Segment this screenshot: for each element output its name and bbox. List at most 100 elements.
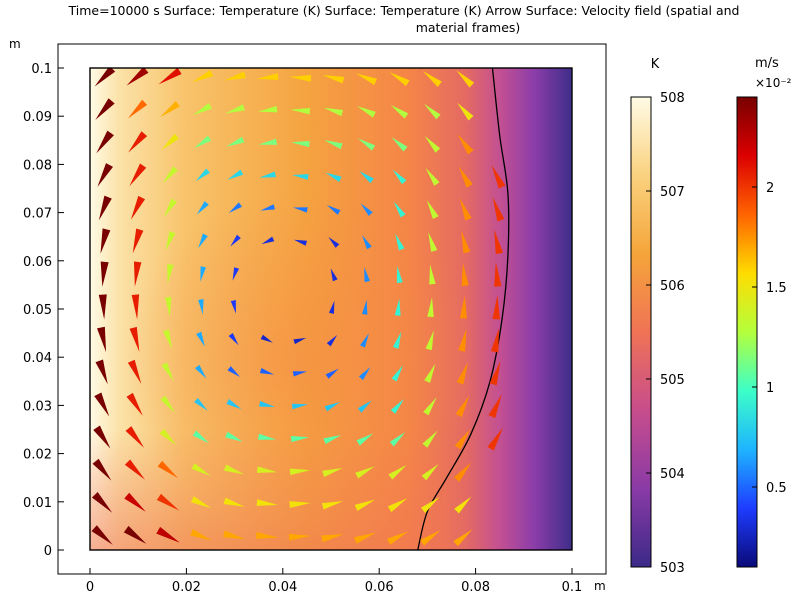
velocity-arrow <box>429 264 436 285</box>
velocity-arrow <box>123 525 147 544</box>
velocity-arrow <box>129 326 140 352</box>
velocity-arrow <box>292 174 309 180</box>
velocity-arrow <box>396 265 403 284</box>
velocity-arrow <box>100 261 109 287</box>
velocity-arrow <box>225 431 243 442</box>
velocity-arrow <box>131 294 140 320</box>
velocity-arrow <box>163 198 178 218</box>
velocity-arrow <box>487 427 503 451</box>
velocity-arrow <box>387 498 408 513</box>
temperature-tick-label: 508 <box>660 91 685 106</box>
velocity-arrow <box>128 131 148 153</box>
y-tick-label: 0.03 <box>23 399 52 414</box>
velocity-arrow <box>94 392 110 417</box>
temperature-tick-label: 505 <box>660 373 685 388</box>
velocity-arrow <box>456 70 475 88</box>
velocity-arrow <box>227 169 244 180</box>
velocity-arrow <box>192 430 210 444</box>
velocity-arrow <box>428 232 438 252</box>
velocity-arrow <box>100 228 111 254</box>
velocity-arrow <box>323 107 344 117</box>
velocity-arrow <box>260 204 276 211</box>
velocity-arrow <box>323 435 342 445</box>
velocity-arrow <box>256 499 278 506</box>
y-tick-label: 0.09 <box>23 110 52 125</box>
velocity-arrow <box>488 394 502 419</box>
x-tick-label: 0.1 <box>562 580 583 595</box>
velocity-colorbar <box>736 96 758 568</box>
velocity-arrow <box>232 267 240 281</box>
velocity-arrow <box>357 138 376 151</box>
velocity-arrow <box>160 100 180 118</box>
velocity-arrow <box>226 136 245 147</box>
velocity-arrow <box>491 165 506 189</box>
velocity-arrow <box>190 496 212 509</box>
velocity-arrow <box>390 104 409 119</box>
velocity-arrow <box>222 530 246 540</box>
velocity-arrow <box>489 361 501 386</box>
velocity-arrow <box>389 432 406 447</box>
velocity-arrow <box>129 163 147 187</box>
velocity-arrow <box>424 363 436 383</box>
velocity-arrow <box>124 459 146 480</box>
velocity-arrow <box>92 458 112 481</box>
velocity-arrow <box>126 392 143 416</box>
velocity-arrow <box>228 332 239 346</box>
velocity-arrow <box>453 462 472 482</box>
velocity-arrow <box>225 104 245 114</box>
velocity-arrow <box>361 299 368 315</box>
velocity-tick-label: 1 <box>766 381 774 396</box>
velocity-arrow <box>420 497 440 513</box>
temperature-tick-label: 503 <box>660 561 685 576</box>
velocity-arrow <box>194 397 208 411</box>
velocity-arrow <box>228 202 243 213</box>
velocity-arrow <box>359 170 374 184</box>
velocity-arrow <box>288 533 312 541</box>
velocity-arrow <box>258 433 277 440</box>
velocity-arrow <box>191 463 211 476</box>
velocity-arrow <box>289 501 311 508</box>
velocity-arrow <box>230 234 241 247</box>
y-tick-label: 0.1 <box>31 62 52 77</box>
velocity-arrow <box>326 204 341 215</box>
velocity-arrow <box>455 395 470 418</box>
velocity-arrow <box>196 201 209 215</box>
velocity-arrow <box>390 398 405 414</box>
velocity-arrow <box>161 362 174 382</box>
velocity-arrow <box>192 69 214 83</box>
velocity-arrow <box>291 403 308 410</box>
velocity-arrow <box>490 327 500 353</box>
x-axis: 0 0.02 0.04 0.06 0.08 0.1 <box>86 568 582 595</box>
velocity-arrow <box>425 330 434 351</box>
y-tick-label: 0 <box>44 544 52 559</box>
velocity-arrow <box>195 168 210 182</box>
velocity-arrow <box>230 300 236 314</box>
velocity-arrow <box>387 531 409 545</box>
x-tick-label: 0.08 <box>461 580 490 595</box>
velocity-tick-label: 0.5 <box>766 481 787 496</box>
velocity-arrow <box>93 425 111 449</box>
velocity-arrow <box>461 262 469 286</box>
velocity-arrow <box>293 207 308 213</box>
chart-title-line2: material frames) <box>416 20 521 35</box>
velocity-arrow <box>422 71 442 87</box>
velocity-arrow <box>293 337 307 345</box>
temperature-tick-label: 507 <box>660 185 685 200</box>
velocity-arrow <box>258 138 277 145</box>
velocity-arrow <box>259 400 276 408</box>
velocity-arrow <box>292 371 308 377</box>
velocity-arrow <box>290 108 311 115</box>
velocity-arrow <box>326 334 338 347</box>
velocity-arrow <box>289 74 312 82</box>
velocity-arrow <box>364 267 370 283</box>
velocity-arrow <box>453 529 473 547</box>
temperature-colorbar-ticks: 503 504 505 506 507 508 <box>646 91 685 576</box>
velocity-arrow <box>354 499 376 512</box>
velocity-arrow <box>290 140 310 148</box>
velocity-arrow <box>198 299 204 315</box>
velocity-arrow <box>162 329 173 350</box>
y-tick-label: 0.02 <box>23 448 52 463</box>
velocity-arrow <box>425 167 440 186</box>
velocity-arrow <box>389 72 410 87</box>
